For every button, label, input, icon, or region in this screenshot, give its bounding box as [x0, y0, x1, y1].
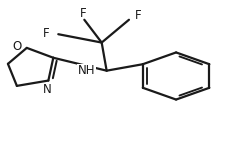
- Text: F: F: [135, 9, 142, 22]
- Text: NH: NH: [78, 64, 95, 77]
- Text: F: F: [80, 7, 86, 20]
- Text: F: F: [43, 27, 50, 40]
- Text: O: O: [13, 40, 22, 53]
- Text: N: N: [43, 83, 52, 96]
